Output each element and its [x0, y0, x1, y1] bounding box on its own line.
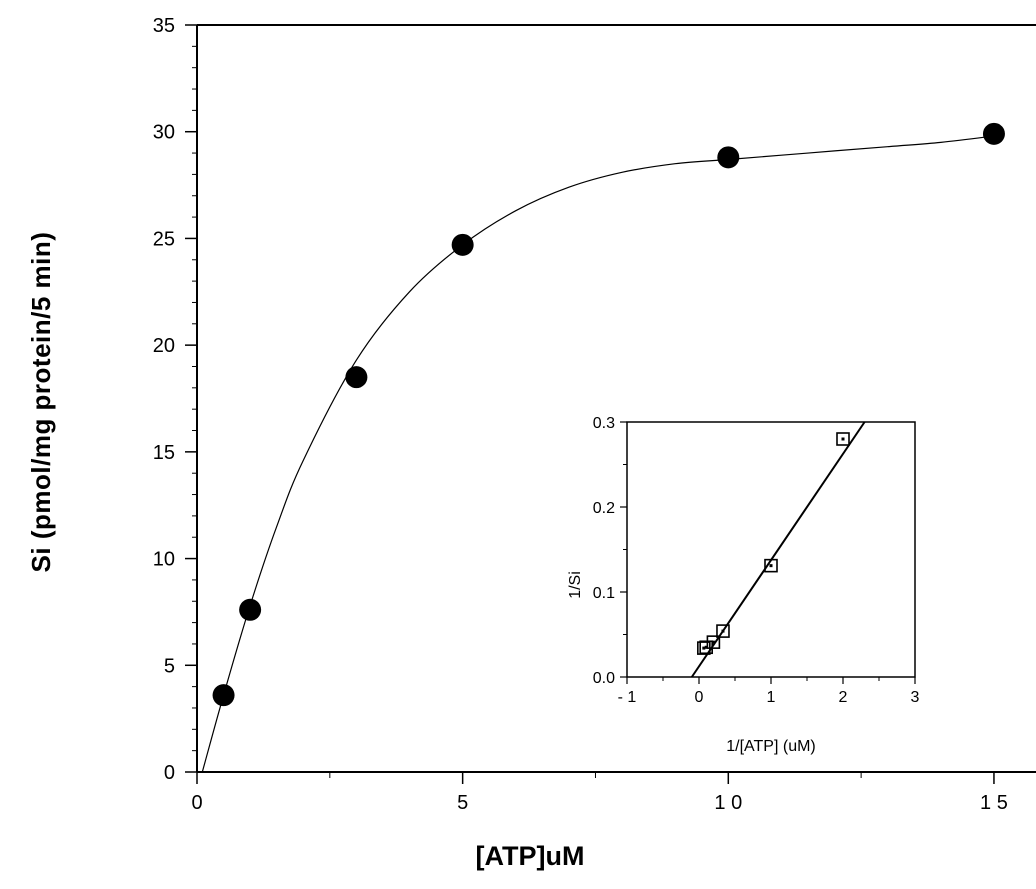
main-x-tick-label: 1 0 [714, 792, 742, 814]
inset-data-point-center [769, 564, 773, 568]
main-y-tick-label: 5 [164, 655, 175, 677]
main-x-axis-label: [ATP]uM [476, 841, 585, 871]
inset-x-tick-label: 3 [911, 689, 920, 706]
inset-chart: 0.0 0.1 0.2 0.3 - 1 0 1 2 3 1/[ATP] (uM) 1/Si [557, 407, 930, 755]
main-y-tick-label: 0 [164, 762, 175, 784]
main-data-point [717, 146, 740, 169]
inset-background [557, 407, 930, 747]
main-y-axis-label: Si (pmol/mg protein/5 min) [26, 232, 56, 573]
main-x-tick-label: 1 5 [980, 792, 1008, 814]
main-x-tick-label: 0 [191, 792, 202, 814]
main-data-points [212, 122, 1005, 707]
main-data-point [982, 122, 1005, 145]
main-y-tick-label: 30 [153, 122, 175, 144]
inset-y-axis-label: 1/Si [567, 571, 584, 599]
main-data-point [239, 598, 262, 621]
inset-x-axis-label: 1/[ATP] (uM) [726, 738, 816, 755]
inset-data-point-center [704, 645, 708, 649]
inset-data-point [699, 640, 714, 655]
main-y-tick-label: 10 [153, 549, 175, 571]
inset-x-tick-label: - 1 [618, 689, 637, 706]
inset-data-point [716, 624, 730, 638]
main-data-point [212, 684, 235, 707]
inset-data-point [836, 432, 850, 446]
inset-x-tick-label: 2 [839, 689, 848, 706]
inset-y-tick-label: 0.3 [593, 415, 615, 432]
main-fit-curve [201, 135, 995, 773]
main-data-point [451, 233, 474, 256]
inset-data-point-center [711, 640, 715, 644]
main-y-tick-label: 25 [153, 228, 175, 250]
inset-data-points [697, 432, 850, 655]
main-x-tick-label: 5 [457, 792, 468, 814]
inset-data-point [706, 635, 721, 649]
inset-x-tick-label: 0 [695, 689, 704, 706]
inset-fit-line [690, 421, 866, 678]
main-data-point [345, 366, 368, 389]
inset-ticks [620, 421, 916, 684]
inset-data-point-center [721, 629, 725, 633]
inset-x-tick-label: 1 [767, 689, 776, 706]
main-y-tick-label: 20 [153, 335, 175, 357]
inset-data-point [764, 558, 778, 573]
inset-tick-labels: 0.0 0.1 0.2 0.3 - 1 0 1 2 3 [593, 415, 920, 706]
main-y-tick-label: 15 [153, 442, 175, 464]
inset-data-point-center [841, 437, 845, 441]
inset-y-tick-label: 0.0 [593, 670, 615, 687]
inset-data-point-center [702, 646, 706, 650]
inset-y-tick-label: 0.2 [593, 500, 615, 517]
main-axes [196, 24, 1036, 773]
inset-y-tick-label: 0.1 [593, 585, 615, 602]
main-y-tick-label: 35 [153, 15, 175, 37]
main-ticks [185, 24, 995, 784]
